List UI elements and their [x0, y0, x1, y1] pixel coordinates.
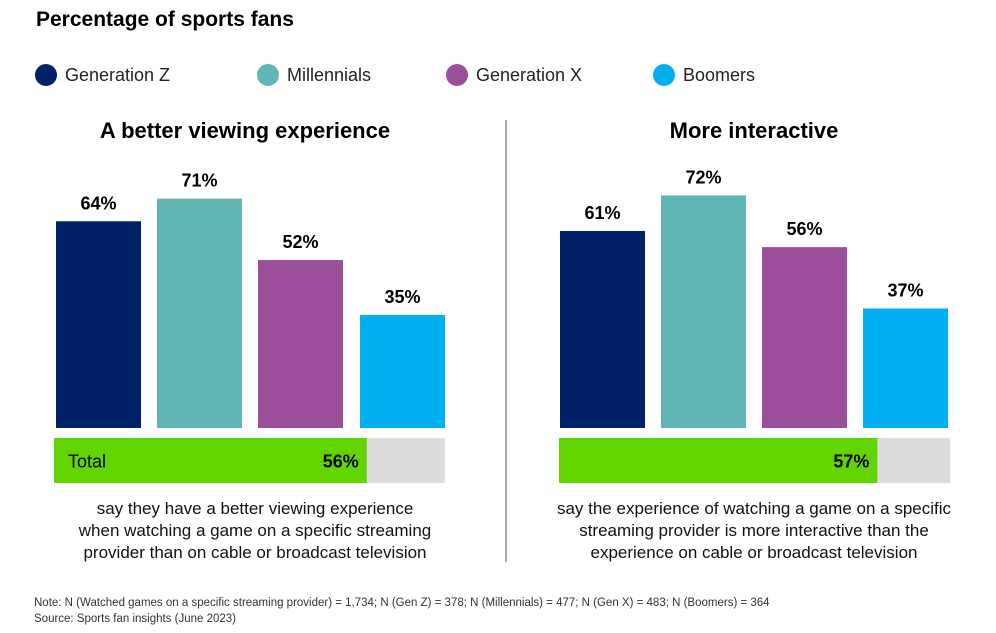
- bar-generation-x: [258, 260, 343, 428]
- panel-title-interactive: More interactive: [669, 118, 839, 143]
- caption-viewing: say they have a better viewing experienc…: [30, 498, 480, 564]
- bar-boomers: [863, 308, 948, 428]
- total-value-label: 56%: [323, 452, 359, 472]
- source-note: Source: Sports fan insights (June 2023): [34, 613, 237, 625]
- total-bar-fill: [559, 438, 878, 483]
- caption-interactive: say the experience of watching a game on…: [524, 498, 984, 564]
- caption-line: say the experience of watching a game on…: [556, 499, 952, 518]
- legend-item-millennials: Millennials: [257, 64, 371, 86]
- legend-swatch-millennials: [257, 64, 279, 86]
- legend-label: Millennials: [287, 64, 372, 85]
- data-label-generation-z: 64%: [80, 193, 116, 213]
- bar-millennials: [157, 198, 242, 428]
- bar-generation-z: [560, 230, 645, 428]
- footnote: Note: N (Watched games on a specific str…: [34, 597, 770, 609]
- bar-boomers: [360, 314, 445, 428]
- legend-swatch-generation-z: [35, 64, 57, 86]
- total-value-label: 57%: [833, 452, 869, 472]
- chart-title: Percentage of sports fans: [36, 8, 294, 31]
- caption-line: experience on cable or broadcast televis…: [590, 543, 918, 562]
- legend-swatch-boomers: [653, 64, 675, 86]
- bar-millennials: [661, 195, 746, 428]
- legend-label: Generation X: [476, 64, 583, 85]
- total-bar-fill: [54, 438, 367, 483]
- data-label-generation-z: 61%: [584, 203, 620, 223]
- data-label-boomers: 37%: [887, 280, 923, 300]
- data-label-millennials: 71%: [181, 171, 217, 191]
- panel-divider: [505, 120, 507, 562]
- bar-generation-x: [762, 247, 847, 428]
- caption-line: say they have a better viewing experienc…: [96, 499, 414, 518]
- total-label: Total: [68, 452, 106, 472]
- data-label-boomers: 35%: [384, 287, 420, 307]
- caption-line: streaming provider is more interactive t…: [579, 521, 929, 540]
- legend-item-generation-x: Generation X: [446, 64, 582, 86]
- data-label-generation-x: 56%: [786, 219, 822, 239]
- data-label-generation-x: 52%: [282, 232, 318, 252]
- legend-swatch-generation-x: [446, 64, 468, 86]
- legend-item-boomers: Boomers: [653, 64, 755, 86]
- caption-line: provider than on cable or broadcast tele…: [83, 543, 427, 562]
- data-label-millennials: 72%: [685, 167, 721, 187]
- legend-label: Generation Z: [65, 64, 171, 85]
- legend-item-generation-z: Generation Z: [35, 64, 170, 86]
- legend-label: Boomers: [683, 64, 756, 85]
- bar-generation-z: [56, 221, 141, 428]
- caption-line: when watching a game on a specific strea…: [78, 521, 432, 540]
- panel-title-viewing: A better viewing experience: [99, 118, 391, 143]
- legend: Generation Z Millennials Generation X Bo…: [0, 64, 996, 90]
